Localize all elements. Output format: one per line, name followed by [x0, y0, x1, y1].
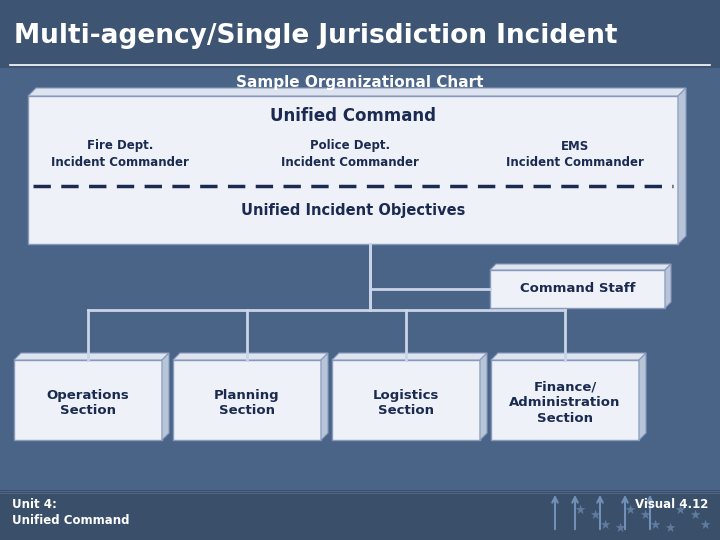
Polygon shape [162, 353, 169, 440]
Text: Logistics
Section: Logistics Section [373, 388, 439, 417]
Text: Unified Incident Objectives: Unified Incident Objectives [240, 204, 465, 219]
Polygon shape [491, 353, 646, 360]
Text: ★: ★ [575, 503, 585, 516]
Text: ★: ★ [689, 509, 701, 522]
Polygon shape [28, 88, 686, 96]
Text: ★: ★ [624, 503, 636, 516]
Polygon shape [490, 264, 671, 270]
Text: ★: ★ [665, 522, 675, 535]
Text: ★: ★ [675, 503, 685, 516]
Polygon shape [678, 88, 686, 244]
Text: ★: ★ [590, 509, 600, 522]
Text: ★: ★ [649, 518, 661, 531]
Bar [14, 360, 162, 440]
Polygon shape [665, 264, 671, 308]
Text: ★: ★ [614, 522, 626, 535]
Bar [490, 270, 665, 308]
Text: Unified Command: Unified Command [12, 514, 130, 526]
Bar [491, 360, 639, 440]
Bar [28, 96, 678, 244]
Text: Sample Organizational Chart: Sample Organizational Chart [236, 75, 484, 90]
Polygon shape [14, 353, 169, 360]
Bar [0, 490, 720, 540]
Text: Fire Dept.
Incident Commander: Fire Dept. Incident Commander [51, 139, 189, 168]
Text: Police Dept.
Incident Commander: Police Dept. Incident Commander [281, 139, 419, 168]
Polygon shape [639, 353, 646, 440]
Text: Planning
Section: Planning Section [214, 388, 280, 417]
Text: Unified Command: Unified Command [270, 107, 436, 125]
Polygon shape [321, 353, 328, 440]
Polygon shape [173, 353, 328, 360]
Text: Command Staff: Command Staff [520, 282, 635, 295]
Text: ★: ★ [699, 518, 711, 531]
Text: ★: ★ [599, 518, 611, 531]
Polygon shape [480, 353, 487, 440]
Text: Multi-agency/Single Jurisdiction Incident: Multi-agency/Single Jurisdiction Inciden… [14, 23, 618, 49]
Polygon shape [332, 353, 487, 360]
Text: Operations
Section: Operations Section [47, 388, 130, 417]
Text: ★: ★ [639, 509, 651, 522]
Text: Finance/
Administration
Section: Finance/ Administration Section [509, 381, 621, 426]
Bar [173, 360, 321, 440]
Bar [332, 360, 480, 440]
Text: Unit 4:: Unit 4: [12, 497, 57, 510]
Text: EMS
Incident Commander: EMS Incident Commander [506, 139, 644, 168]
Bar [0, 0, 720, 68]
Text: Visual 4.12: Visual 4.12 [634, 497, 708, 510]
